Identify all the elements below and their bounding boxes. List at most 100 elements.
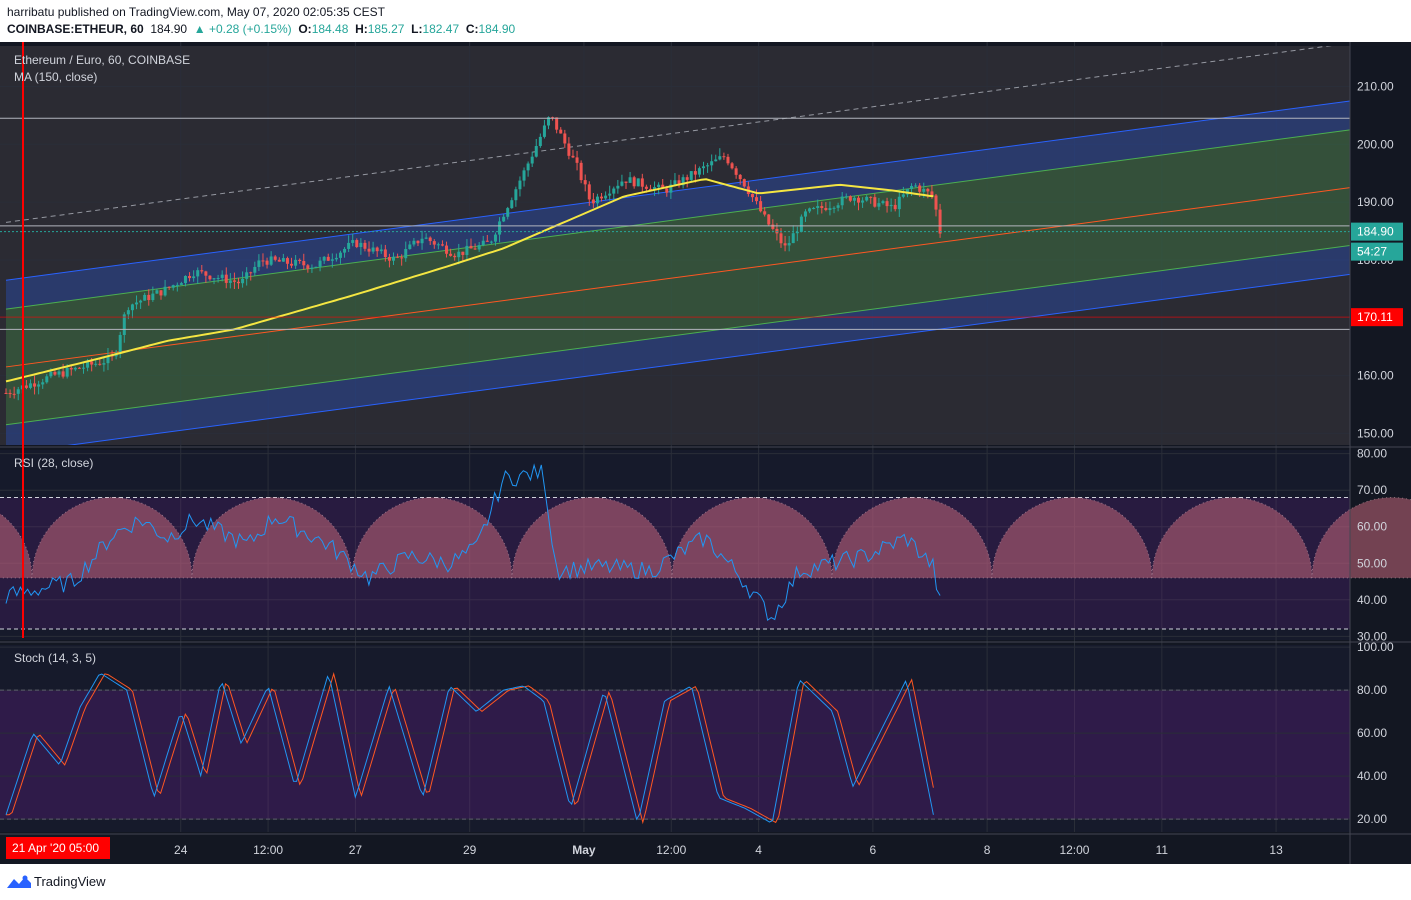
candle-body — [489, 241, 493, 243]
ohlc-open-value: 184.48 — [311, 22, 349, 36]
candle-body — [379, 249, 383, 252]
candle-body — [208, 275, 212, 280]
candle-body — [400, 257, 404, 259]
footer: TradingView — [0, 864, 1411, 900]
tradingview-logo-icon — [7, 875, 31, 888]
stoch-axis-tick-label: 80.00 — [1357, 683, 1387, 697]
candle-body — [16, 389, 20, 394]
candle-body — [734, 168, 738, 175]
rsi-arc — [1151, 497, 1313, 579]
candle-body — [844, 196, 848, 198]
channel-dashed-line — [5, 46, 1333, 223]
brand-label[interactable]: TradingView — [34, 874, 106, 889]
candle-body — [269, 256, 273, 265]
candle-body — [869, 196, 873, 198]
stoch-axis-tick-label: 40.00 — [1357, 769, 1387, 783]
candle-body — [620, 181, 624, 186]
rsi-pane-title: RSI (28, close) — [14, 456, 93, 470]
candle-body — [314, 266, 318, 268]
candle-body — [583, 180, 587, 185]
candle-body — [812, 207, 816, 209]
ohlc-low: L:182.47 — [411, 22, 459, 36]
candle-body — [302, 261, 306, 266]
candle-body — [49, 371, 53, 377]
candle-body — [612, 188, 616, 194]
time-axis-tick-label: 11 — [1156, 843, 1169, 857]
candle-body — [526, 163, 530, 171]
candle-body — [677, 180, 681, 186]
time-axis-tick-label: 4 — [755, 843, 762, 857]
ohlc-high-label: H: — [355, 22, 368, 36]
candle-body — [290, 263, 294, 266]
price-pane-background — [0, 46, 1350, 445]
candle-body — [277, 259, 281, 262]
candle-body — [412, 240, 416, 245]
candle-body — [534, 145, 538, 157]
candle-body — [135, 302, 139, 305]
candle-body — [322, 256, 326, 261]
price-axis-tick-label: 210.00 — [1357, 79, 1394, 93]
candle-body — [514, 189, 518, 201]
candle-body — [901, 194, 905, 197]
time-axis-tick-label: 13 — [1269, 843, 1283, 857]
candle-body — [693, 171, 697, 175]
ohlc-open-label: O: — [298, 22, 312, 36]
candle-body — [228, 280, 232, 283]
candle-body — [122, 314, 126, 335]
candle-body — [755, 197, 759, 202]
candle-body — [212, 278, 216, 280]
candle-body — [803, 211, 807, 217]
price-plot-group — [4, 46, 1350, 445]
rsi-axis-tick-label: 40.00 — [1357, 593, 1387, 607]
candle-body — [873, 197, 877, 207]
candle-body — [914, 185, 918, 187]
candle-body — [697, 168, 701, 175]
symbol-label[interactable]: COINBASE:ETHEUR, 60 — [7, 22, 144, 36]
candle-body — [702, 166, 706, 169]
candle-body — [53, 371, 57, 375]
candle-body — [685, 177, 689, 180]
candle-body — [555, 117, 559, 130]
candle-body — [73, 367, 77, 370]
time-axis-tick-label: 12:00 — [253, 843, 283, 857]
candle-body — [571, 155, 575, 158]
candle-body — [665, 188, 669, 193]
candle-body — [245, 272, 249, 279]
candle-body — [118, 334, 122, 353]
candle-body — [498, 221, 502, 235]
candle-body — [183, 275, 187, 284]
candle-body — [836, 205, 840, 208]
candle-body — [881, 201, 885, 204]
candle-body — [575, 157, 579, 163]
ohlc-close-value: 184.90 — [478, 22, 516, 36]
rsi-arc — [991, 497, 1153, 579]
candle-body — [730, 163, 734, 169]
candle-body — [848, 196, 852, 201]
rsi-arc — [511, 497, 673, 579]
candle-body — [151, 293, 155, 301]
ma-indicator-title: MA (150, close) — [14, 70, 97, 84]
candle-body — [628, 177, 632, 183]
candle-body — [542, 125, 546, 137]
publish-header: harribatu published on TradingView.com, … — [0, 0, 1411, 42]
candle-body — [82, 367, 86, 369]
candle-body — [139, 300, 143, 303]
candle-body — [910, 185, 914, 190]
candle-body — [689, 171, 693, 180]
candle-body — [363, 242, 367, 249]
candle-body — [710, 161, 714, 166]
cursor-time-tag-bg — [6, 837, 110, 859]
chart-canvas[interactable]: 210.00200.00190.00180.00170.00160.00150.… — [0, 42, 1411, 864]
candle-body — [889, 204, 893, 207]
candle-body — [640, 178, 644, 187]
rsi-arc — [671, 497, 833, 579]
candle-body — [657, 184, 661, 188]
candle-body — [326, 256, 330, 261]
candle-body — [351, 240, 355, 243]
rsi-axis-tick-label: 30.00 — [1357, 629, 1387, 643]
candle-body — [481, 240, 485, 246]
candle-body — [808, 208, 812, 212]
candle-body — [718, 156, 722, 160]
price-axis-tick-label: 200.00 — [1357, 137, 1394, 151]
candle-body — [61, 371, 65, 377]
